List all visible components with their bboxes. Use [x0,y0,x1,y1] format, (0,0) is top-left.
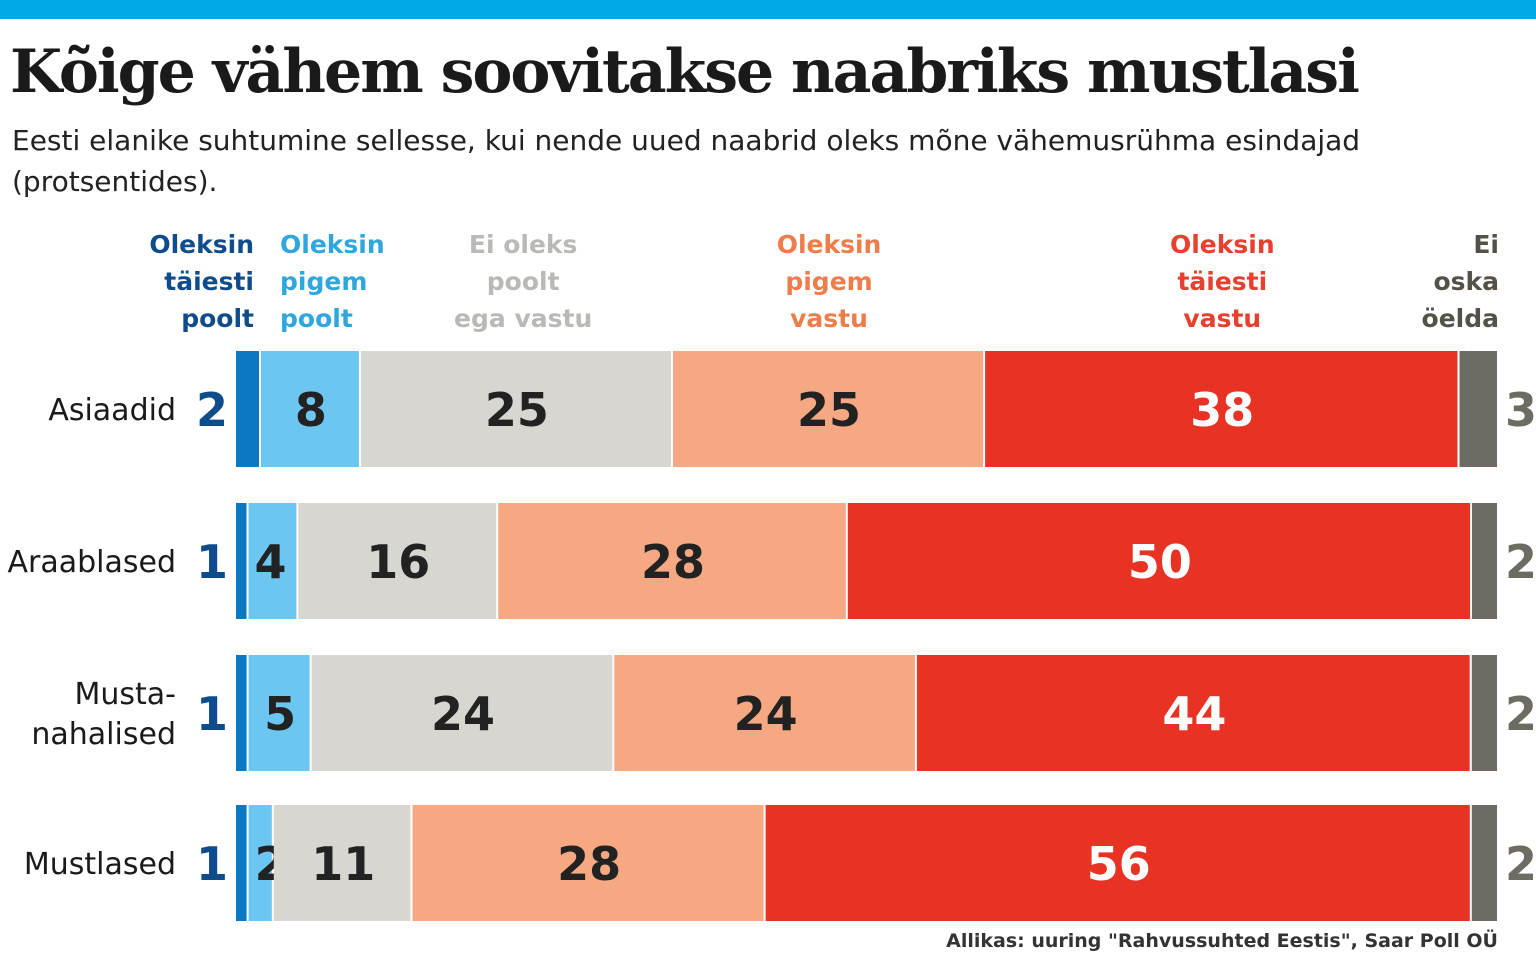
bar-segment [412,805,764,921]
bar-segment [261,351,359,467]
value-label: 16 [366,535,430,589]
bar-segment [847,503,1471,619]
value-label: 24 [734,687,798,741]
legend-label: Ei oleks poolt ega vastu [454,230,593,333]
value-label: 2 [1505,535,1536,589]
value-label: 1 [196,837,228,891]
value-label: 24 [431,687,495,741]
bar-segment [1459,351,1497,467]
bar-segment [248,655,310,771]
value-label: 25 [485,383,549,437]
value-label: 5 [264,687,296,741]
bar-segment [916,655,1470,771]
category-label: Araablased [7,545,176,580]
value-label: 2 [1505,687,1536,741]
value-label: 38 [1190,383,1254,437]
value-label: 4 [255,535,287,589]
legend-label: Oleksin pigem vastu [776,230,882,333]
source-note: Allikas: uuring "Rahvussuhted Eestis", S… [946,930,1498,952]
value-label: 1 [196,535,228,589]
bar-segment [236,351,259,467]
value-label: 11 [311,837,375,891]
value-label: 28 [641,535,705,589]
value-label: 50 [1128,535,1192,589]
bar-segment [614,655,915,771]
value-label: 2 [196,383,228,437]
value-label: 3 [1505,383,1536,437]
legend-label: Ei oska öelda [1421,230,1499,333]
bar-segment [360,351,671,467]
bar-segment [1471,805,1497,921]
legend-label: Oleksin pigem poolt [280,230,385,333]
value-label: 2 [1505,837,1536,891]
bar-segment [236,805,247,921]
value-label: 25 [797,383,861,437]
bar-segment [765,805,1470,921]
bar-segment [248,805,272,921]
value-label: 56 [1087,837,1151,891]
value-label: 44 [1162,687,1226,741]
bar-segment [273,805,411,921]
value-label: 8 [295,383,327,437]
category-label: Mustlased [24,847,176,882]
value-label: 1 [196,687,228,741]
bar-segment [1471,655,1497,771]
legend-label: Oleksin täiesti vastu [1169,230,1275,333]
legend-label: Oleksin täiesti poolt [149,230,254,333]
top-accent-bar [0,0,1536,19]
bar-segment [673,351,984,467]
value-label: 28 [557,837,621,891]
bar-segment [236,503,247,619]
bar-segment [248,503,297,619]
chart-title: Kõige vähem soovitakse naabriks mustlasi [10,37,1360,107]
bar-segment [311,655,613,771]
bar-segment [236,655,247,771]
category-label: Musta-nahalised [31,677,176,752]
bar-segment [1472,503,1497,619]
bar-segment [985,351,1458,467]
category-label: Asiaadid [48,393,176,428]
bar-segment [298,503,497,619]
chart-subtitle: Eesti elanike suhtumine sellesse, kui ne… [12,124,1361,198]
bar-segment [498,503,846,619]
